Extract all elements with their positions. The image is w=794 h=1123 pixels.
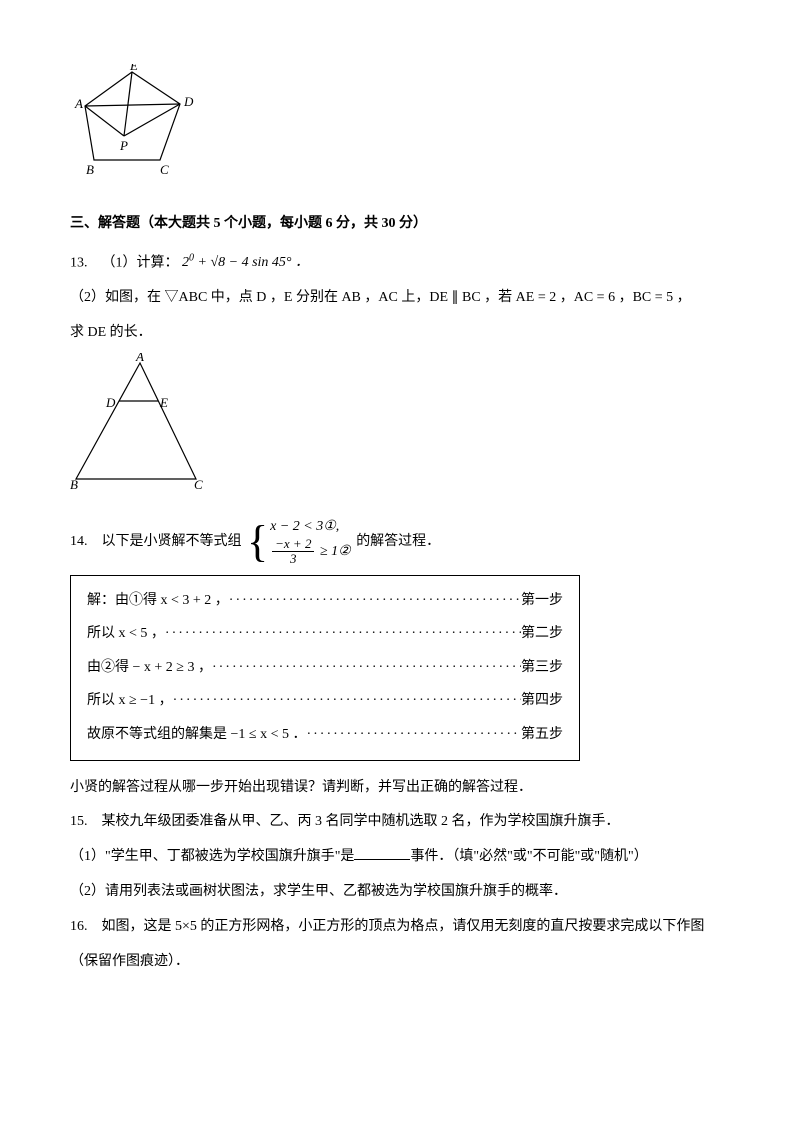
box-text-3: 由②得 − x + 2 ≥ 3 ， [87,651,212,685]
q14-suffix: 的解答过程． [356,534,440,549]
box-text-5: 故原不等式组的解集是 −1 ≤ x < 5 ． [87,718,306,752]
sys-line1-text: x − 2 < 3①, [270,519,339,534]
fill-blank[interactable] [354,846,410,860]
q13-line2-text: （2）如图，在 ▽ABC 中，点 D ，E 分别在 AB ，AC 上，DE ∥ … [70,290,691,305]
q13-line2: （2）如图，在 ▽ABC 中，点 D ，E 分别在 AB ，AC 上，DE ∥ … [70,283,724,314]
box-step-2: 第二步 [521,617,563,651]
tri-label-C: C [194,477,203,492]
dotfill: ········································… [306,718,521,752]
tri-label-E: E [159,395,168,410]
q16-line1: 16. 如图，这是 5×5 的正方形网格，小正方形的顶点为格点，请仅用无刻度的直… [70,912,724,943]
inequality-system: { x − 2 < 3①, −x + 2 3 ≥ 1② [247,517,351,566]
box-row: 所以 x < 5 ， ·····························… [87,617,563,651]
dotfill: ········································… [165,617,521,651]
box-step-4: 第四步 [521,684,563,718]
q14-tail: 小贤的解答过程从哪一步开始出现错误？请判断，并写出正确的解答过程． [70,773,724,804]
dotfill: ········································… [229,584,521,618]
box-step-1: 第一步 [521,584,563,618]
label-D: D [183,94,194,109]
frac-num: −x + 2 [272,537,314,552]
q13-line3: 求 DE 的长． [70,318,724,349]
sys-line2-tail: ≥ 1② [316,544,350,559]
label-C: C [160,162,169,177]
fraction: −x + 2 3 [272,537,314,567]
box-row: 所以 x ≥ −1 ， ····························… [87,684,563,718]
frac-den: 3 [287,552,300,566]
q15-line2a: （1）"学生甲、丁都被选为学校国旗升旗手"是 [70,849,354,864]
dotfill: ········································… [212,651,521,685]
section-title: 三、解答题（本大题共 5 个小题，每小题 6 分，共 30 分） [70,209,724,240]
tri-label-D: D [105,395,116,410]
label-P: P [119,138,128,153]
sys-line1: x − 2 < 3①, [270,517,351,537]
q16-line2: （保留作图痕迹）． [70,947,724,978]
pentagon-figure: A E D C B P [70,64,724,197]
q14-prefix: 14. 以下是小贤解不等式组 [70,534,242,549]
q15-line2b: 事件．（填"必然"或"不可能"或"随机"） [410,849,647,864]
box-row: 解：由①得 x < 3 + 2 ， ······················… [87,584,563,618]
q13-line1: 13. （1）计算： 20 + √8 − 4 sin 45° ． [70,248,724,279]
q13-expr: 20 + √8 − 4 sin 45° ． [182,255,309,270]
q15-line1: 15. 某校九年级团委准备从甲、乙、丙 3 名同学中随机选取 2 名，作为学校国… [70,807,724,838]
dotfill: ········································… [173,684,521,718]
pentagon-svg: A E D C B P [70,64,210,184]
triangle-svg: A B C D E [70,353,210,493]
box-text-2: 所以 x < 5 ， [87,617,165,651]
box-step-5: 第五步 [521,718,563,752]
tri-label-B: B [70,477,78,492]
box-text-4: 所以 x ≥ −1 ， [87,684,173,718]
q13-prefix: 13. （1）计算： [70,255,179,270]
q15-line3: （2）请用列表法或画树状图法，求学生甲、乙都被选为学校国旗升旗手的概率． [70,877,724,908]
tri-label-A: A [135,353,144,364]
q15-line2: （1）"学生甲、丁都被选为学校国旗升旗手"是 事件．（填"必然"或"不可能"或"随… [70,842,724,873]
box-row: 由②得 − x + 2 ≥ 3 ， ······················… [87,651,563,685]
label-E: E [129,64,138,73]
triangle-figure: A B C D E [70,353,724,506]
solution-box: 解：由①得 x < 3 + 2 ， ······················… [70,575,580,761]
q14-line: 14. 以下是小贤解不等式组 { x − 2 < 3①, −x + 2 3 ≥ … [70,517,724,566]
label-A: A [74,96,83,111]
box-step-3: 第三步 [521,651,563,685]
label-B: B [86,162,94,177]
box-row: 故原不等式组的解集是 −1 ≤ x < 5 ． ················… [87,718,563,752]
sys-line2: −x + 2 3 ≥ 1② [270,537,351,567]
box-text-1: 解：由①得 x < 3 + 2 ， [87,584,229,618]
